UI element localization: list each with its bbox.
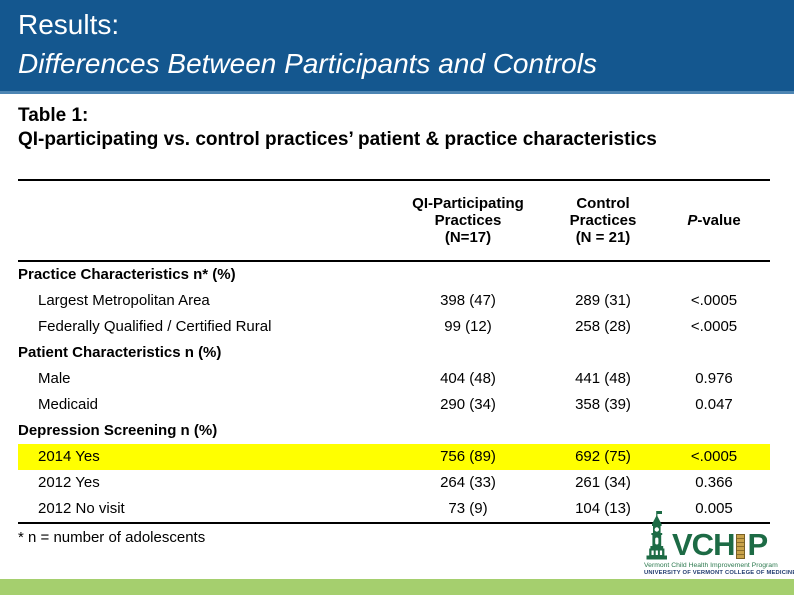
cell-control: 289 (31) xyxy=(575,292,631,309)
row-label: Patient Characteristics n (%) xyxy=(18,344,222,361)
page-title: Results: xyxy=(18,9,120,40)
table-title-line2: QI-participating vs. control practices’ … xyxy=(18,129,657,150)
cell-qi xyxy=(388,262,548,288)
cell-qi: 73 (9) xyxy=(448,500,488,517)
page-subtitle: Differences Between Participants and Con… xyxy=(18,48,597,79)
table-body: Practice Characteristics n* (%) Largest … xyxy=(18,262,770,524)
cell-qi: 756 (89) xyxy=(440,448,496,465)
table-title-line1: Table 1: xyxy=(18,105,89,126)
cell-pvalue: <.0005 xyxy=(690,292,738,309)
cell-qi: 404 (48) xyxy=(440,370,496,387)
logo-word: VCH P xyxy=(672,527,768,562)
column-header-pvalue: P-value xyxy=(687,212,741,229)
cell-qi xyxy=(388,340,548,366)
cell-pvalue: 0.047 xyxy=(695,396,733,413)
cell-control: 261 (34) xyxy=(575,474,631,491)
row-label: Largest Metropolitan Area xyxy=(38,292,210,309)
logo-university: UNIVERSITY OF VERMONT COLLEGE OF MEDICIN… xyxy=(644,570,794,576)
column-header-control: Control Practices (N = 21) xyxy=(569,195,637,246)
table-row: 2012 No visit 73 (9) 104 (13) 0.005 xyxy=(18,496,770,522)
row-label: 2012 Yes xyxy=(38,474,100,491)
row-label: Federally Qualified / Certified Rural xyxy=(38,318,272,335)
table-row: Patient Characteristics n (%) xyxy=(18,340,770,366)
cell-control: 692 (75) xyxy=(575,448,631,465)
cell-qi: 290 (34) xyxy=(440,396,496,413)
tower-icon xyxy=(646,511,667,560)
table-row: Federally Qualified / Certified Rural 99… xyxy=(18,314,770,340)
table-row-highlighted: 2014 Yes 756 (89) 692 (75) <.0005 xyxy=(18,444,770,470)
table-title: Table 1: QI-participating vs. control pr… xyxy=(18,104,657,152)
table-row: Depression Screening n (%) xyxy=(18,418,770,444)
cell-control: 441 (48) xyxy=(575,370,631,387)
cell-pvalue: 0.976 xyxy=(695,370,733,387)
row-label: Practice Characteristics n* (%) xyxy=(18,266,236,283)
cell-pvalue: <.0005 xyxy=(690,318,738,335)
row-label: 2014 Yes xyxy=(38,448,100,465)
row-label: Male xyxy=(38,370,71,387)
results-table: QI-Participating Practices (N=17) Contro… xyxy=(18,179,770,546)
row-label: Depression Screening n (%) xyxy=(18,422,218,439)
table-row: Male 404 (48) 441 (48) 0.976 xyxy=(18,366,770,392)
row-label: 2012 No visit xyxy=(38,500,125,517)
cell-pvalue xyxy=(658,340,770,366)
cell-pvalue: 0.005 xyxy=(695,500,733,517)
cell-control xyxy=(548,418,658,444)
cell-qi xyxy=(388,418,548,444)
table-row: Medicaid 290 (34) 358 (39) 0.047 xyxy=(18,392,770,418)
cell-pvalue: 0.366 xyxy=(695,474,733,491)
cell-control: 104 (13) xyxy=(575,500,631,517)
table-footnote: * n = number of adolescents xyxy=(18,529,206,546)
footer-accent-bar xyxy=(0,579,794,595)
header-bar: Results: Differences Between Participant… xyxy=(0,0,794,94)
vchip-logo: VCH P Vermont Child Health Improvement Pr… xyxy=(644,511,794,577)
logo-top: VCH P xyxy=(644,511,776,560)
cell-qi: 99 (12) xyxy=(444,318,492,335)
table-header-row: QI-Participating Practices (N=17) Contro… xyxy=(18,181,770,262)
cell-control: 258 (28) xyxy=(575,318,631,335)
logo-tagline: Vermont Child Health Improvement Program xyxy=(644,562,778,569)
gold-column-icon xyxy=(736,534,746,559)
cell-pvalue xyxy=(658,262,770,288)
cell-control xyxy=(548,262,658,288)
cell-pvalue xyxy=(658,418,770,444)
cell-qi: 264 (33) xyxy=(440,474,496,491)
cell-control: 358 (39) xyxy=(575,396,631,413)
cell-pvalue: <.0005 xyxy=(690,448,738,465)
cell-control xyxy=(548,340,658,366)
table-row: 2012 Yes 264 (33) 261 (34) 0.366 xyxy=(18,470,770,496)
table-row: Largest Metropolitan Area 398 (47) 289 (… xyxy=(18,288,770,314)
column-header-qi: QI-Participating Practices (N=17) xyxy=(412,195,524,246)
row-label: Medicaid xyxy=(38,396,99,413)
table-row: Practice Characteristics n* (%) xyxy=(18,262,770,288)
cell-qi: 398 (47) xyxy=(440,292,496,309)
